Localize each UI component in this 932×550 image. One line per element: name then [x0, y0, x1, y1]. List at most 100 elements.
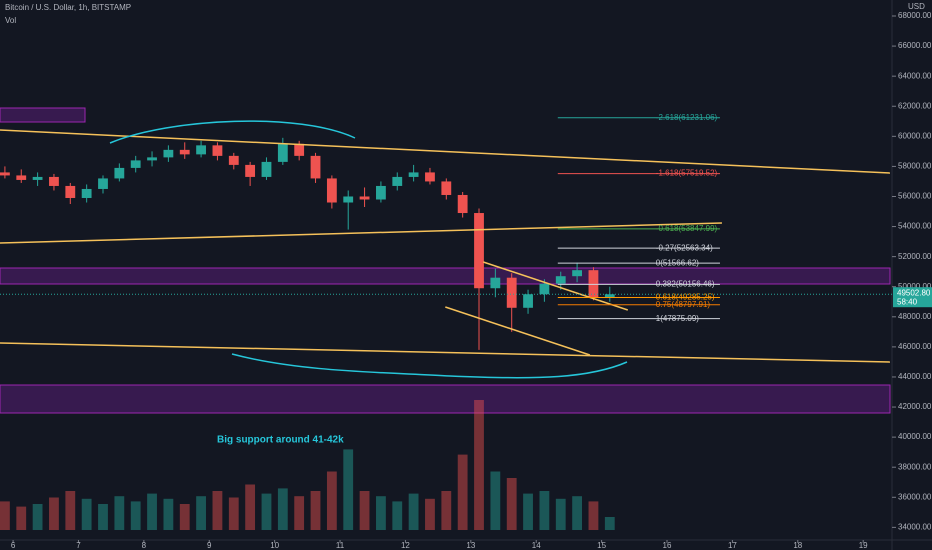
volume-bar — [604, 517, 615, 530]
fib-label: 0.382(50156.46) — [656, 279, 715, 288]
candle-body — [49, 176, 59, 186]
candle-body — [294, 143, 305, 156]
candle-body — [359, 196, 370, 200]
volume-bar — [588, 501, 599, 530]
trend-line — [0, 222, 722, 244]
candle-body — [441, 181, 452, 195]
y-tick-label: 54000.00 — [898, 222, 932, 231]
volume-bar — [32, 504, 43, 530]
y-tick-label: 60000.00 — [898, 131, 932, 140]
candle-body — [474, 213, 484, 289]
y-tick-label: 42000.00 — [898, 402, 932, 411]
y-tick-label: 38000.00 — [898, 462, 932, 471]
volume-bar — [114, 496, 125, 530]
fib-label: 0.75(48797.91) — [656, 300, 711, 309]
candle-body — [506, 277, 517, 308]
support-curve — [231, 353, 628, 379]
candle-body — [408, 172, 419, 177]
candle-body — [490, 277, 501, 289]
candle-body — [65, 185, 76, 198]
zone — [0, 384, 891, 414]
candle-body — [81, 188, 92, 198]
candle-body — [163, 149, 174, 158]
volume-bar — [474, 400, 484, 530]
volume-bar — [0, 501, 10, 530]
fib-label: 0.618(49285.25) — [656, 293, 715, 302]
volume-bar — [408, 493, 419, 530]
candle-body — [572, 270, 582, 277]
annotation: Big support around 41-42k — [217, 435, 344, 446]
volume-bar — [555, 498, 566, 530]
candle-body — [376, 185, 386, 200]
candle-body — [343, 196, 354, 203]
candle-body — [179, 149, 190, 155]
y-tick-label: 36000.00 — [898, 492, 932, 501]
y-tick-label: 64000.00 — [898, 71, 932, 80]
volume-bar — [294, 496, 305, 530]
volume-bar — [261, 493, 272, 530]
candle-body — [392, 176, 403, 186]
y-tick-label: 62000.00 — [898, 101, 932, 110]
volume-bar — [343, 449, 354, 530]
volume-bar — [277, 488, 288, 530]
candle-body — [326, 178, 337, 203]
fib-label: -0.27(52563.34) — [656, 243, 713, 252]
volume-bar — [490, 471, 501, 530]
candle-body — [196, 145, 206, 155]
volume-bar — [228, 497, 239, 530]
volume-bar — [130, 501, 141, 530]
candle-body — [310, 155, 321, 179]
chart-title: Bitcoin / U.S. Dollar, 1h, BITSTAMP — [5, 3, 131, 12]
volume-bar — [376, 496, 386, 530]
volume-bars — [0, 400, 615, 530]
candle-body — [523, 294, 533, 308]
y-tick-label: 40000.00 — [898, 432, 932, 441]
x-tick-label: 9 — [207, 541, 212, 550]
volume-bar — [49, 497, 59, 530]
volume-bar — [359, 491, 370, 530]
volume-bar — [539, 491, 550, 530]
candle-body — [98, 178, 108, 189]
volume-bar — [572, 496, 582, 530]
volume-bar — [523, 493, 533, 530]
x-tick-label: 7 — [76, 541, 81, 550]
candle-body — [261, 161, 272, 177]
volume-bar — [147, 493, 157, 530]
y-tick-label: 58000.00 — [898, 162, 932, 171]
x-tick-label: 10 — [270, 541, 279, 550]
candle-body — [457, 194, 468, 214]
candle-body — [0, 172, 10, 176]
volume-label: Vol — [5, 16, 16, 25]
last-price-label: 49502.80 — [897, 288, 931, 297]
candle-body — [212, 145, 223, 156]
x-tick-label: 15 — [597, 541, 606, 550]
grid: 34000.00 36000.00 38000.00 40000.00 42000.00… — [11, 11, 932, 550]
volume-bar — [441, 491, 452, 530]
volume-bar — [16, 506, 27, 530]
volume-bar — [179, 504, 190, 530]
candle-body — [130, 160, 141, 168]
x-tick-label: 19 — [859, 541, 868, 550]
candle-body — [16, 175, 27, 180]
zone — [0, 107, 86, 123]
volume-bar — [196, 496, 206, 530]
volume-bar — [425, 498, 435, 530]
y-tick-label: 48000.00 — [898, 312, 932, 321]
candle-body — [32, 176, 43, 180]
candle-body — [114, 167, 125, 179]
volume-bar — [81, 498, 92, 530]
trend-line — [483, 261, 629, 311]
last-price-box — [893, 287, 932, 308]
fib-label: -1.618(57519.52) — [656, 169, 718, 178]
fib-label: 0(51566.62) — [656, 258, 699, 267]
zone — [0, 267, 891, 285]
x-tick-label: 18 — [793, 541, 802, 550]
candle-body — [147, 157, 157, 161]
y-tick-label: 52000.00 — [898, 252, 932, 261]
y-tick-label: 34000.00 — [898, 522, 932, 531]
trend-line — [445, 306, 591, 356]
zones — [0, 107, 891, 414]
candle-body — [555, 276, 566, 284]
